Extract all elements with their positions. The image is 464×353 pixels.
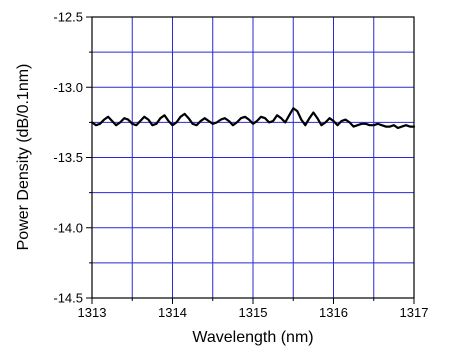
y-tick-label: -13.0 (53, 80, 83, 95)
axis-ticks (86, 16, 415, 304)
y-tick-label: -12.5 (53, 10, 83, 25)
grid (92, 17, 414, 298)
x-tick-label: 1315 (239, 305, 268, 320)
y-tick-labels: -12.5 -13.0 -13.5 -14.0 -14.5 (53, 10, 83, 306)
y-axis-title: Power Density (dB/0.1nm) (15, 64, 32, 251)
y-tick-label: -14.5 (53, 291, 83, 306)
plot-frame (91, 16, 415, 299)
x-tick-label: 1314 (158, 305, 187, 320)
x-tick-label: 1317 (400, 305, 429, 320)
y-tick-label: -14.0 (53, 220, 83, 235)
x-tick-label: 1316 (319, 305, 348, 320)
series-line (90, 107, 416, 130)
x-tick-labels: 1313 1314 1315 1316 1317 (78, 305, 429, 320)
y-tick-label: -13.5 (53, 150, 83, 165)
x-tick-label: 1313 (78, 305, 107, 320)
x-axis-title: Wavelength (nm) (192, 329, 313, 346)
